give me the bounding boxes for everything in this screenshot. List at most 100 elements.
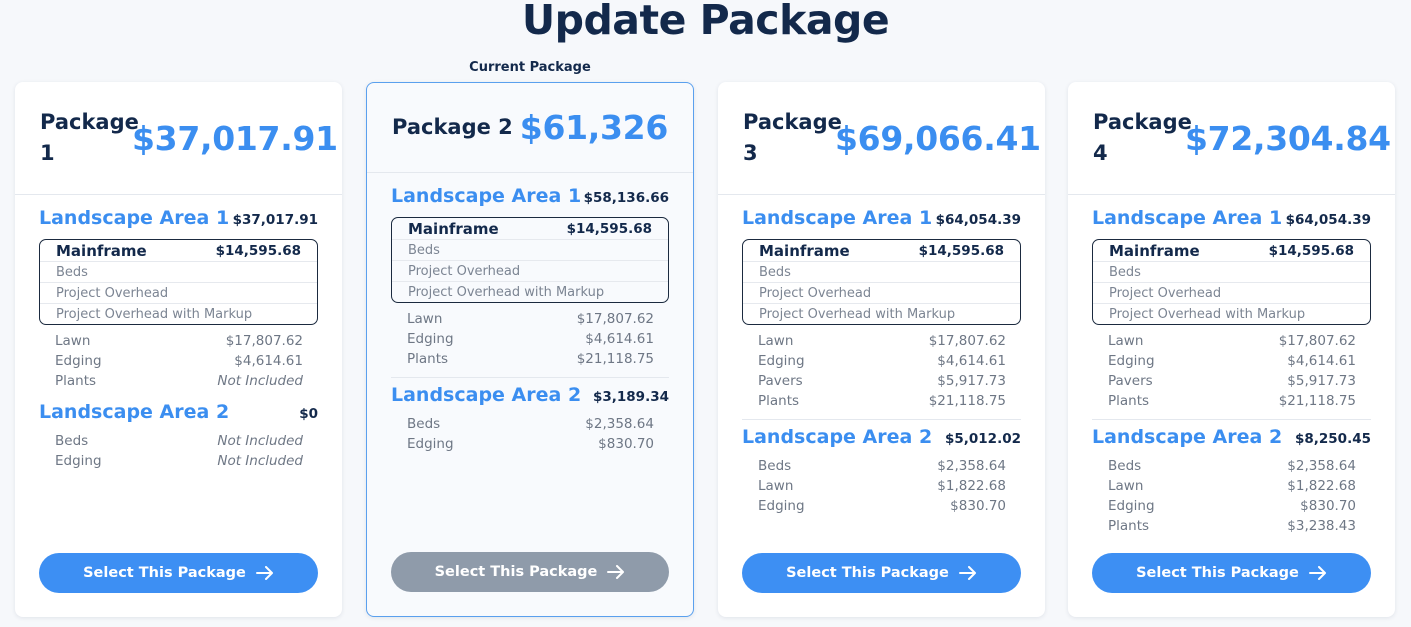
line-item-label: Edging bbox=[758, 353, 805, 369]
package-body: Landscape Area 1 $64,054.39 Mainframe $1… bbox=[718, 195, 1045, 524]
area-name: Landscape Area 1 bbox=[391, 185, 582, 207]
package-name: Package 2 bbox=[392, 115, 513, 139]
area-name: Landscape Area 1 bbox=[1092, 207, 1283, 229]
line-item: Lawn $17,807.62 bbox=[39, 331, 318, 351]
line-item-label: Beds bbox=[407, 416, 441, 432]
area-total: $3,189.34 bbox=[592, 389, 669, 405]
arrow-right-icon bbox=[255, 566, 273, 580]
line-item-value: $4,614.61 bbox=[585, 331, 654, 347]
mainframe-box: Mainframe $14,595.68 Beds Project Overhe… bbox=[391, 217, 669, 303]
mainframe-total: $14,595.68 bbox=[215, 242, 301, 259]
package-body: Landscape Area 1 $37,017.91 Mainframe $1… bbox=[15, 195, 342, 479]
package-header: Package 3 $69,066.41 bbox=[718, 82, 1045, 195]
line-item-label: Plants bbox=[55, 373, 97, 389]
line-item-value: $5,917.73 bbox=[1287, 373, 1356, 389]
line-item-value: Not Included bbox=[217, 433, 303, 449]
landscape-area: Landscape Area 2 $3,189.34 Beds $2,358.64… bbox=[391, 377, 669, 462]
line-item-value: $17,807.62 bbox=[576, 311, 654, 327]
mainframe-box: Mainframe $14,595.68 Beds Project Overhe… bbox=[1092, 239, 1371, 325]
package-card-1: Package 1 $37,017.91 Landscape Area 1 $3… bbox=[15, 82, 342, 617]
line-item-label: Plants bbox=[758, 393, 800, 409]
area-total: $0 bbox=[299, 406, 318, 422]
area-name: Landscape Area 2 bbox=[742, 426, 933, 448]
package-name: Package 3 bbox=[743, 110, 842, 165]
line-item: Plants $3,238.43 bbox=[1092, 516, 1371, 536]
line-item-label: Edging bbox=[758, 498, 805, 514]
mainframe-item: Beds bbox=[743, 261, 1020, 282]
page-title: Update Package bbox=[521, 0, 890, 44]
mainframe-item: Project Overhead bbox=[40, 282, 317, 303]
line-item-label: Edging bbox=[407, 436, 454, 452]
package-name: Package 1 bbox=[40, 110, 139, 165]
line-item-value: $830.70 bbox=[1300, 498, 1356, 514]
package-price: $69,066.41 bbox=[835, 118, 1041, 158]
line-item-value: $5,917.73 bbox=[937, 373, 1006, 389]
line-item: Lawn $1,822.68 bbox=[1092, 476, 1371, 496]
line-item-label: Pavers bbox=[1108, 373, 1153, 389]
mainframe-item: Project Overhead with Markup bbox=[743, 303, 1020, 324]
line-item: Pavers $5,917.73 bbox=[1092, 371, 1371, 391]
line-item: Edging $830.70 bbox=[742, 496, 1021, 516]
line-item-value: $4,614.61 bbox=[234, 353, 303, 369]
line-item: Beds $2,358.64 bbox=[1092, 456, 1371, 476]
mainframe-item: Project Overhead with Markup bbox=[1093, 303, 1370, 324]
line-item-value: $2,358.64 bbox=[585, 416, 654, 432]
mainframe-item: Project Overhead bbox=[743, 282, 1020, 303]
line-item: Edging $4,614.61 bbox=[39, 351, 318, 371]
mainframe-item: Beds bbox=[40, 261, 317, 282]
package-header: Package 1 $37,017.91 bbox=[15, 82, 342, 195]
line-item: Lawn $17,807.62 bbox=[742, 331, 1021, 351]
line-item: Pavers $5,917.73 bbox=[742, 371, 1021, 391]
area-name: Landscape Area 2 bbox=[391, 384, 582, 406]
landscape-area: Landscape Area 1 $64,054.39 Mainframe $1… bbox=[742, 207, 1021, 419]
line-item-label: Beds bbox=[55, 433, 89, 449]
mainframe-item: Beds bbox=[1093, 261, 1370, 282]
line-item-label: Lawn bbox=[1108, 333, 1144, 349]
landscape-area: Landscape Area 2 $5,012.02 Beds $2,358.64… bbox=[742, 419, 1021, 524]
line-item: Plants $21,118.75 bbox=[1092, 391, 1371, 411]
mainframe-total: $14,595.68 bbox=[566, 220, 652, 237]
select-package-button[interactable]: Select This Package bbox=[391, 552, 669, 592]
mainframe-item: Beds bbox=[392, 239, 668, 260]
package-price: $37,017.91 bbox=[132, 118, 338, 158]
arrow-right-icon bbox=[1308, 566, 1326, 580]
mainframe-total: $14,595.68 bbox=[1268, 242, 1354, 259]
line-item-label: Lawn bbox=[55, 333, 91, 349]
landscape-area: Landscape Area 1 $37,017.91 Mainframe $1… bbox=[39, 207, 318, 399]
line-item-value: Not Included bbox=[217, 453, 303, 469]
mainframe-name: Mainframe bbox=[1109, 241, 1200, 260]
landscape-area: Landscape Area 1 $58,136.66 Mainframe $1… bbox=[391, 185, 669, 377]
line-item-label: Edging bbox=[1108, 498, 1155, 514]
select-package-button[interactable]: Select This Package bbox=[1092, 553, 1371, 593]
select-package-label: Select This Package bbox=[83, 565, 246, 581]
mainframe-name: Mainframe bbox=[56, 241, 147, 260]
arrow-right-icon bbox=[958, 566, 976, 580]
line-item-label: Edging bbox=[55, 353, 102, 369]
package-body: Landscape Area 1 $58,136.66 Mainframe $1… bbox=[367, 173, 693, 462]
line-item: Lawn $1,822.68 bbox=[742, 476, 1021, 496]
line-item-label: Lawn bbox=[407, 311, 443, 327]
line-item-value: $21,118.75 bbox=[576, 351, 654, 367]
area-total: $64,054.39 bbox=[935, 212, 1021, 228]
line-item-label: Plants bbox=[1108, 393, 1150, 409]
select-package-button[interactable]: Select This Package bbox=[742, 553, 1021, 593]
mainframe-box: Mainframe $14,595.68 Beds Project Overhe… bbox=[742, 239, 1021, 325]
select-package-label: Select This Package bbox=[786, 565, 949, 581]
landscape-area: Landscape Area 2 $0 Beds Not Included Edg… bbox=[39, 399, 318, 479]
line-item: Edging $4,614.61 bbox=[391, 329, 669, 349]
line-item-value: $830.70 bbox=[598, 436, 654, 452]
line-item: Plants Not Included bbox=[39, 371, 318, 391]
mainframe-total: $14,595.68 bbox=[918, 242, 1004, 259]
landscape-area: Landscape Area 1 $64,054.39 Mainframe $1… bbox=[1092, 207, 1371, 419]
line-item: Beds $2,358.64 bbox=[742, 456, 1021, 476]
area-name: Landscape Area 1 bbox=[742, 207, 933, 229]
mainframe-name: Mainframe bbox=[408, 219, 499, 238]
area-total: $5,012.02 bbox=[944, 431, 1021, 447]
line-item: Edging $4,614.61 bbox=[742, 351, 1021, 371]
area-total: $64,054.39 bbox=[1285, 212, 1371, 228]
line-item: Lawn $17,807.62 bbox=[1092, 331, 1371, 351]
mainframe-item: Project Overhead bbox=[1093, 282, 1370, 303]
mainframe-item: Project Overhead bbox=[392, 260, 668, 281]
line-item: Edging Not Included bbox=[39, 451, 318, 471]
select-package-button[interactable]: Select This Package bbox=[39, 553, 318, 593]
